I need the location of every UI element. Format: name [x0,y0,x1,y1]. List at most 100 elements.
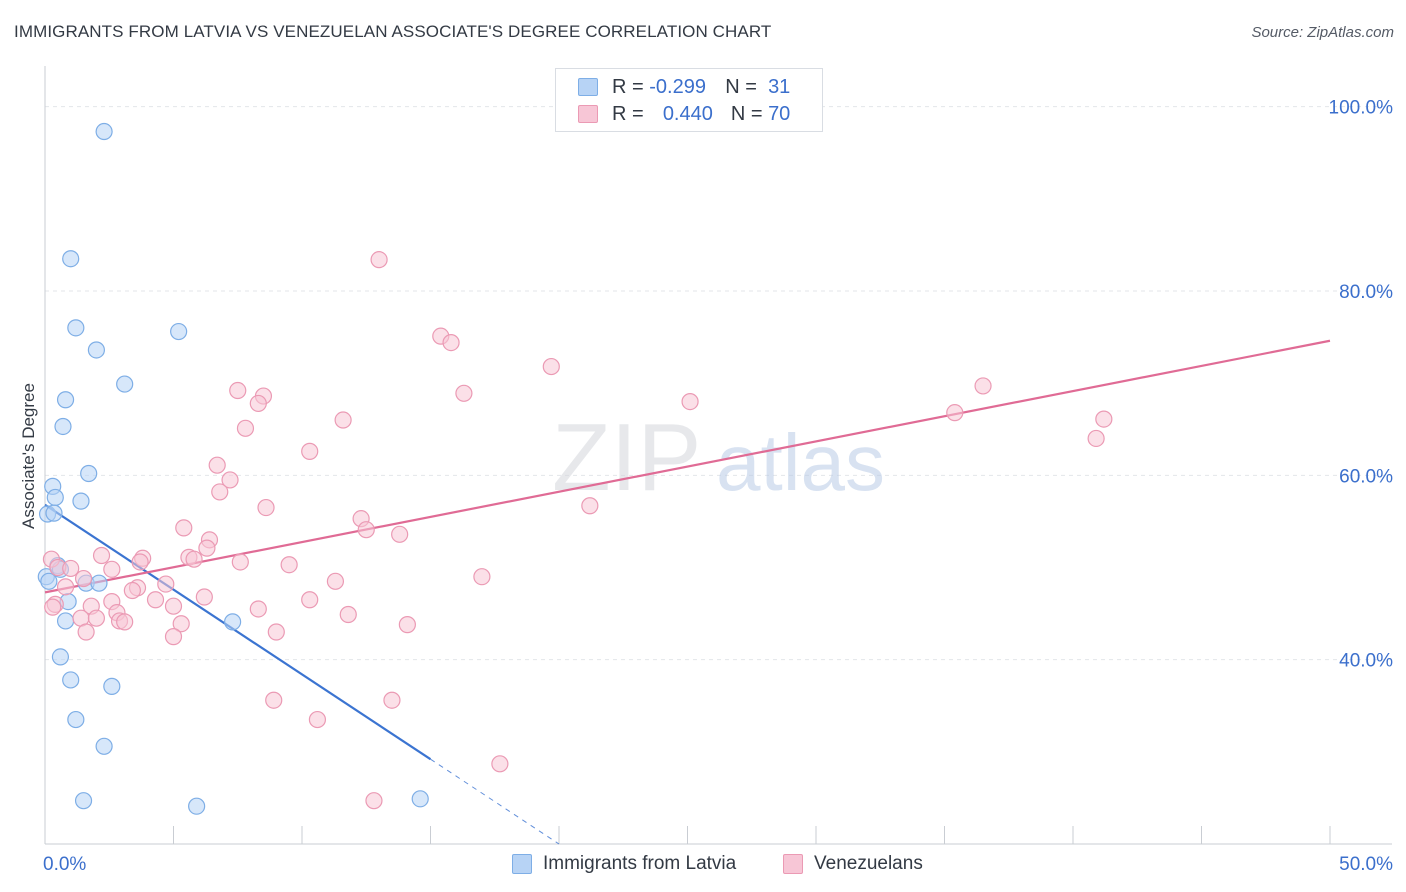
venezuelan-point [87,609,106,627]
venezuelan-point [164,597,183,615]
latvia-point [80,464,98,483]
latvia-point [95,122,113,141]
venezuelan-point [398,616,416,634]
venezuelan-trend-line [44,339,1331,594]
venezuelan-point [116,613,134,631]
venezuelan-point [103,560,121,578]
bottom-legend-swatch-pink [783,854,803,874]
venezuelan-point [208,456,226,474]
latvia-point [90,574,108,592]
venezuelan-point [185,550,203,568]
bottom-legend-label: Immigrants from Latvia [543,853,737,874]
x-tick-label: 50.0% [1339,854,1393,875]
venezuelan-point [280,556,298,574]
latvia-point [224,613,242,631]
latvia-point [411,790,429,808]
watermark-zip: ZIP [552,404,701,511]
legend-r-label: R = [612,75,644,98]
x-tick-label: 0.0% [43,854,86,875]
legend-row-venezuelans: R = 0.440 N = 70 [578,101,790,127]
venezuelan-point [157,575,175,593]
venezuelan-point [56,578,75,596]
latvia-point [116,375,134,393]
latvia-point [67,710,85,729]
venezuelan-point [339,605,357,624]
legend-r-label: R = [612,102,644,125]
bottom-legend-latvia: Immigrants from Latvia [512,850,736,878]
latvia-trend-line [44,503,432,761]
venezuelan-point [491,755,509,773]
y-tick-label: 80.0% [1339,282,1393,303]
latvia-point [56,391,75,409]
venezuelan-point [581,497,599,515]
venezuelan-point [442,334,460,352]
legend-n-label: N = [725,75,757,98]
latvia-point [67,319,85,337]
venezuelan-point [301,442,319,460]
venezuelan-point [383,691,401,709]
venezuelan-point [195,588,213,606]
venezuelan-point [175,519,193,537]
latvia-point [51,648,70,666]
trend-lines [44,339,1331,845]
y-tick-label: 60.0% [1339,466,1393,487]
venezuelan-point [164,628,183,646]
venezuelan-point [211,483,229,501]
y-tick-label: 40.0% [1339,651,1393,672]
latvia-point [45,504,63,522]
venezuelan-point [265,691,283,709]
latvia-point [72,492,90,510]
latvia-point [56,612,75,630]
venezuelan-point [357,521,375,539]
latvia-point [188,797,206,815]
latvia-point [170,322,188,341]
latvia-point [103,677,121,695]
venezuelan-point [365,792,383,810]
latvia-point [95,737,113,755]
venezuelan-point [681,392,699,411]
venezuelan-point [74,569,93,588]
watermark-atlas: atlas [716,418,885,507]
legend-r-value: 0.440 [662,102,713,125]
gridlines [45,106,1392,661]
venezuelan-point [308,710,327,729]
latvia-point [74,792,93,810]
venezuelan-point [146,591,165,609]
venezuelan-point [257,498,275,517]
venezuelan-point [131,553,149,571]
bottom-legend-swatch-blue [512,854,532,874]
chart-title: IMMIGRANTS FROM LATVIA VS VENEZUELAN ASS… [14,22,772,41]
venezuelan-point [946,404,964,422]
venezuelan-point [473,568,491,586]
legend-swatch-blue [578,78,598,96]
venezuelan-point [455,384,473,402]
latvia-point [62,250,80,268]
venezuelan-point [301,591,319,609]
venezuelan-point [77,623,95,641]
legend-n-value: 31 [768,75,791,98]
latvia-point [40,572,58,590]
venezuelan-point [229,381,247,400]
data-points [37,122,1113,815]
latvia-point [87,341,106,359]
correlation-legend: R = -0.299 N = 31 R = 0.440 N = 70 [555,68,823,132]
y-tick-label: 100.0% [1329,98,1394,119]
latvia-trend-extension [430,758,560,845]
venezuelan-point [267,623,285,641]
venezuelan-point [123,581,141,600]
venezuelan-point [334,411,352,429]
venezuelan-point [172,615,190,633]
venezuelan-point [974,377,992,395]
venezuelan-point [370,251,388,269]
legend-swatch-pink [578,105,598,123]
venezuelan-point [542,357,560,376]
latvia-point [54,417,72,436]
venezuelan-point [62,559,80,578]
legend-r-value: -0.299 [649,75,706,98]
bottom-legend-venezuelans: Venezuelans [783,850,923,878]
legend-n-label: N = [730,102,763,125]
source-note: Source: ZipAtlas.com [1251,24,1394,41]
venezuelan-point [236,419,255,437]
bottom-legend-label: Venezuelans [814,853,923,874]
